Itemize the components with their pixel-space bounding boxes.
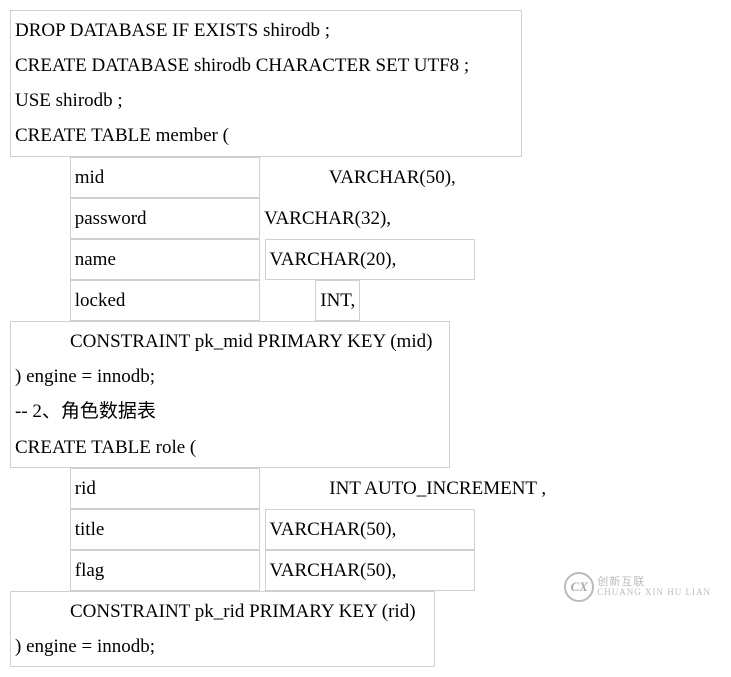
- member-col-mid: mid VARCHAR(50),: [10, 157, 731, 198]
- col-name-mid: mid: [70, 157, 260, 198]
- col-type-locked: INT,: [315, 280, 360, 321]
- member-col-password: password VARCHAR(32),: [10, 198, 731, 239]
- col-type-password: VARCHAR(32),: [264, 208, 391, 229]
- sql-use: USE shirodb ;: [15, 90, 123, 111]
- col-type-mid: VARCHAR(50),: [329, 167, 456, 188]
- col-name-title: title: [70, 509, 260, 550]
- col-type-title: VARCHAR(50),: [265, 509, 475, 550]
- middle-block: CONSTRAINT pk_mid PRIMARY KEY (mid) ) en…: [10, 321, 731, 468]
- member-col-locked: locked INT,: [10, 280, 731, 321]
- col-name-rid: rid: [70, 468, 260, 509]
- middle-box: CONSTRAINT pk_mid PRIMARY KEY (mid) ) en…: [10, 321, 450, 468]
- col-name-locked: locked: [70, 280, 260, 321]
- role-engine: ) engine = innodb;: [15, 636, 155, 657]
- sql-create-member: CREATE TABLE member (: [15, 125, 229, 146]
- watermark-logo-icon: CX: [564, 572, 594, 602]
- sql-create: CREATE DATABASE shirodb CHARACTER SET UT…: [15, 55, 469, 76]
- role-col-title: title VARCHAR(50),: [10, 509, 731, 550]
- bottom-box: CONSTRAINT pk_rid PRIMARY KEY (rid) ) en…: [10, 591, 435, 667]
- role-pk: CONSTRAINT pk_rid PRIMARY KEY (rid): [70, 601, 416, 622]
- col-type-name: VARCHAR(20),: [265, 239, 475, 280]
- col-name-password: password: [70, 198, 260, 239]
- member-col-name: name VARCHAR(20),: [10, 239, 731, 280]
- sql-intro-block: DROP DATABASE IF EXISTS shirodb ; CREATE…: [10, 10, 731, 157]
- watermark: CX 创新互联 CHUANG XIN HU LIAN: [564, 572, 711, 602]
- watermark-text: 创新互联 CHUANG XIN HU LIAN: [597, 576, 711, 598]
- col-type-rid: INT AUTO_INCREMENT ,: [329, 478, 546, 499]
- col-type-flag: VARCHAR(50),: [265, 550, 475, 591]
- member-pk: CONSTRAINT pk_mid PRIMARY KEY (mid): [70, 331, 432, 352]
- sql-drop: DROP DATABASE IF EXISTS shirodb ;: [15, 20, 330, 41]
- bottom-block: CONSTRAINT pk_rid PRIMARY KEY (rid) ) en…: [10, 591, 731, 667]
- col-name-name: name: [70, 239, 260, 280]
- col-name-flag: flag: [70, 550, 260, 591]
- sql-intro-box: DROP DATABASE IF EXISTS shirodb ; CREATE…: [10, 10, 522, 157]
- role-col-rid: rid INT AUTO_INCREMENT ,: [10, 468, 731, 509]
- comment-role: -- 2、角色数据表: [15, 401, 156, 422]
- member-engine: ) engine = innodb;: [15, 366, 155, 387]
- sql-create-role: CREATE TABLE role (: [15, 437, 196, 458]
